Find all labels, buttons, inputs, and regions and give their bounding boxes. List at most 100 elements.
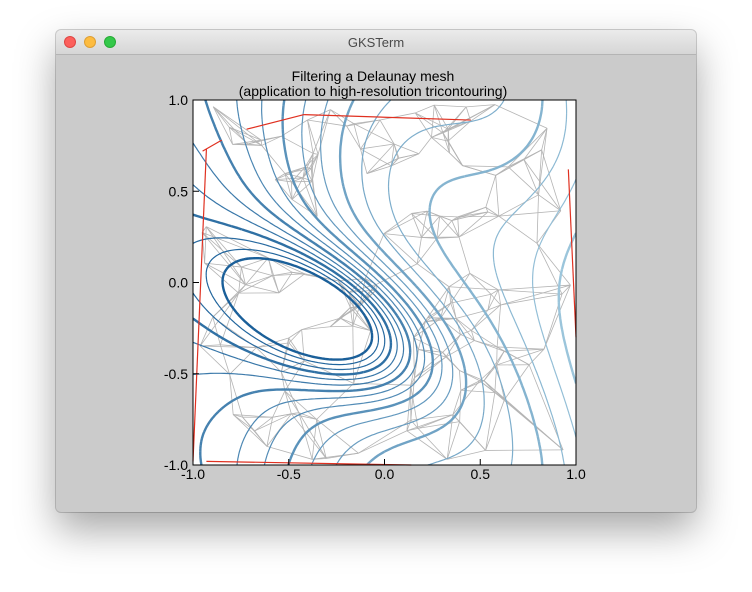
mesh-edge xyxy=(496,304,501,347)
mesh-edge xyxy=(275,179,292,183)
mesh-edge xyxy=(421,211,428,238)
mesh-edge xyxy=(212,106,249,145)
contour-line xyxy=(236,100,418,465)
mesh-edge xyxy=(543,284,571,350)
mesh-edge xyxy=(413,317,428,338)
mesh-edge xyxy=(261,135,282,146)
mesh-edge xyxy=(212,106,262,141)
mesh-edge xyxy=(261,145,286,174)
mesh-edge xyxy=(241,266,273,277)
mesh-edge xyxy=(470,330,475,341)
mesh-edge xyxy=(487,304,501,311)
masked-edge xyxy=(567,169,577,338)
mesh-edge xyxy=(410,385,419,429)
mesh-edge xyxy=(452,390,462,415)
mesh-edge xyxy=(431,128,449,138)
mesh-edge xyxy=(352,306,361,327)
mesh-edge xyxy=(417,421,460,429)
mesh-edge xyxy=(490,294,501,306)
mesh-edge xyxy=(431,137,450,154)
masked-edge xyxy=(304,114,471,121)
mesh-edge xyxy=(346,125,361,150)
mesh-edge xyxy=(528,348,545,366)
mesh-edge xyxy=(284,173,292,183)
mesh-edge xyxy=(204,226,207,264)
mesh-edge xyxy=(458,211,489,238)
mesh-edge xyxy=(538,194,561,212)
contour-line xyxy=(261,100,426,465)
mesh-edge xyxy=(254,413,292,432)
mesh-edge xyxy=(330,307,355,328)
mesh-edge xyxy=(416,237,422,264)
mesh-edge xyxy=(229,374,234,415)
mesh-edge xyxy=(398,153,419,159)
mesh-edge xyxy=(483,350,505,381)
mesh-edge xyxy=(504,364,530,400)
mesh-edge xyxy=(360,143,395,150)
chart-title: Filtering a Delaunay mesh xyxy=(292,68,455,84)
mesh-edge xyxy=(278,273,305,294)
mesh-edge xyxy=(254,430,268,447)
mesh-edge xyxy=(495,175,500,217)
mesh-edge xyxy=(427,286,450,318)
contour-line xyxy=(428,100,544,465)
mesh-edge xyxy=(413,337,443,353)
mesh-edge xyxy=(383,210,428,234)
contour-chart: Filtering a Delaunay mesh (application t… xyxy=(164,68,586,482)
mesh-edge xyxy=(330,109,354,124)
mesh-edge xyxy=(291,413,327,459)
mesh-edge xyxy=(284,173,293,200)
mesh-edge xyxy=(448,273,471,288)
mesh-edge xyxy=(302,153,314,178)
mesh-edge xyxy=(353,123,361,150)
mesh-edge xyxy=(288,337,305,362)
mesh-edge xyxy=(460,334,475,341)
mesh-edge xyxy=(442,132,449,142)
mesh-edge xyxy=(471,304,501,331)
mesh-edge xyxy=(350,307,371,331)
mesh-edge xyxy=(507,128,548,168)
mesh-edge xyxy=(442,132,450,153)
mesh-edge xyxy=(284,390,317,420)
title-bar[interactable]: GKSTerm xyxy=(56,30,696,55)
mesh-edge xyxy=(485,449,564,451)
mesh-edge xyxy=(470,104,496,122)
mesh-edge xyxy=(316,419,359,454)
close-button[interactable] xyxy=(64,36,76,48)
mesh-edge xyxy=(204,262,242,268)
mesh-edge xyxy=(288,329,302,339)
mesh-edge xyxy=(465,106,472,122)
mesh-edge xyxy=(411,213,440,217)
mesh-edge xyxy=(238,275,273,294)
mesh-edge xyxy=(457,215,499,218)
mesh-edge xyxy=(366,143,395,174)
mesh-edge xyxy=(418,137,432,155)
mesh-edge xyxy=(455,318,475,341)
minimize-button[interactable] xyxy=(84,36,96,48)
mesh-edge xyxy=(485,207,489,213)
mesh-edge xyxy=(206,226,269,259)
mesh-edge xyxy=(340,317,371,332)
zoom-button[interactable] xyxy=(104,36,116,48)
mesh-edge xyxy=(278,272,293,294)
mesh-edge xyxy=(442,334,461,353)
contour-line xyxy=(199,100,412,465)
mesh-edge xyxy=(313,153,319,155)
mesh-edge xyxy=(280,372,286,392)
mesh-edge xyxy=(280,337,290,373)
contour-line xyxy=(193,213,393,376)
mesh-edge xyxy=(212,106,233,145)
mesh-edge xyxy=(541,149,562,211)
mesh-edge xyxy=(353,307,371,331)
mesh-edge xyxy=(483,364,497,381)
mesh-edge xyxy=(415,112,444,134)
mesh-edge xyxy=(425,318,457,323)
masked-edge xyxy=(202,139,223,152)
mesh-edge xyxy=(434,104,467,108)
mesh-edge xyxy=(439,215,460,238)
contour-line xyxy=(492,100,568,465)
mesh-edge xyxy=(447,450,486,460)
mesh-edge xyxy=(414,356,447,379)
mesh-edge xyxy=(391,157,400,167)
chart-subtitle: (application to high-resolution triconto… xyxy=(239,83,507,99)
